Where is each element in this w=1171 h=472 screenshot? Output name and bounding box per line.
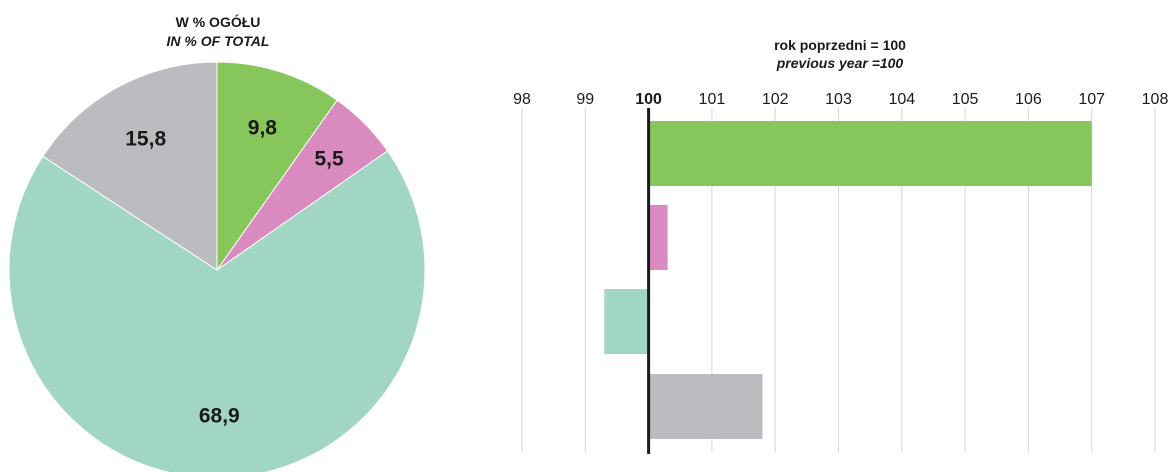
bar (649, 205, 668, 270)
pie-subtitle: IN % OF TOTAL (167, 33, 270, 49)
pie-slice-label: 5,5 (314, 148, 344, 171)
bar (649, 121, 1092, 186)
bar (649, 374, 763, 439)
x-tick-label: 100 (635, 91, 662, 108)
x-tick-label: 105 (952, 91, 979, 108)
x-tick-label: 106 (1015, 91, 1042, 108)
x-tick-label: 99 (576, 91, 594, 108)
bar-chart: rok poprzedni = 100 previous year =100 9… (513, 37, 1168, 454)
x-tick-label: 107 (1078, 91, 1105, 108)
x-tick-label: 108 (1142, 91, 1169, 108)
pie-slice-label: 68,9 (199, 405, 240, 428)
x-tick-label: 102 (762, 91, 789, 108)
bar-title: rok poprzedni = 100 (774, 37, 906, 53)
x-tick-label: 101 (699, 91, 726, 108)
pie-title: W % OGÓŁU (176, 13, 261, 30)
x-tick-label: 103 (825, 91, 852, 108)
pie-chart: W % OGÓŁU IN % OF TOTAL 9,8 5,5 68,9 15,8 (9, 13, 425, 472)
bar-tick-labels: 98 99 100 101 102 103 104 105 106 107 108 (513, 91, 1168, 108)
bar (604, 289, 648, 354)
pie-slice-label: 9,8 (248, 116, 278, 139)
x-tick-label: 98 (513, 91, 531, 108)
x-tick-label: 104 (888, 91, 915, 108)
pie-slice-label: 15,8 (125, 127, 166, 150)
bar-subtitle: previous year =100 (776, 55, 904, 71)
bar-bars (604, 121, 1091, 439)
